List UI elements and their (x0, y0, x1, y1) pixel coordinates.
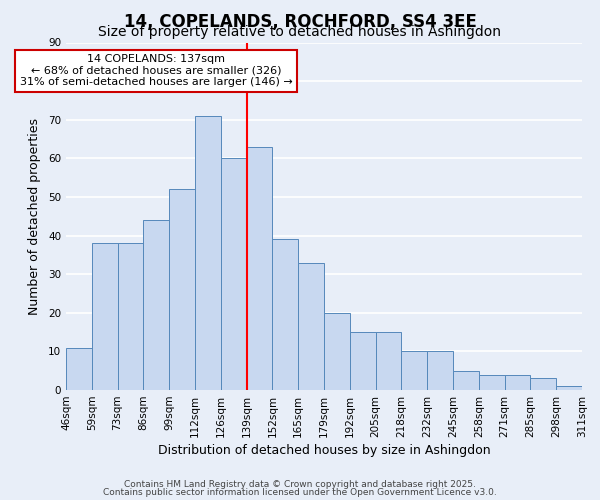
Text: 14, COPELANDS, ROCHFORD, SS4 3EE: 14, COPELANDS, ROCHFORD, SS4 3EE (124, 12, 476, 30)
Bar (118, 244, 143, 390)
Bar (530, 378, 556, 390)
X-axis label: Distribution of detached houses by size in Ashingdon: Distribution of detached houses by size … (158, 444, 490, 457)
Text: Contains HM Land Registry data © Crown copyright and database right 2025.: Contains HM Land Registry data © Crown c… (124, 480, 476, 489)
Bar (143, 220, 169, 390)
Bar (479, 374, 505, 390)
Bar (453, 370, 479, 390)
Bar (350, 332, 376, 390)
Bar (427, 352, 453, 390)
Bar (298, 262, 324, 390)
Bar (92, 244, 118, 390)
Bar (272, 240, 298, 390)
Bar (169, 189, 195, 390)
Bar (324, 313, 350, 390)
Bar (66, 348, 92, 390)
Y-axis label: Number of detached properties: Number of detached properties (28, 118, 41, 315)
Bar (505, 374, 530, 390)
Bar (195, 116, 221, 390)
Text: Contains public sector information licensed under the Open Government Licence v3: Contains public sector information licen… (103, 488, 497, 497)
Text: 14 COPELANDS: 137sqm
← 68% of detached houses are smaller (326)
31% of semi-deta: 14 COPELANDS: 137sqm ← 68% of detached h… (20, 54, 293, 88)
Bar (376, 332, 401, 390)
Bar (221, 158, 247, 390)
Bar (247, 147, 272, 390)
Bar (401, 352, 427, 390)
Bar (556, 386, 582, 390)
Text: Size of property relative to detached houses in Ashingdon: Size of property relative to detached ho… (98, 25, 502, 39)
